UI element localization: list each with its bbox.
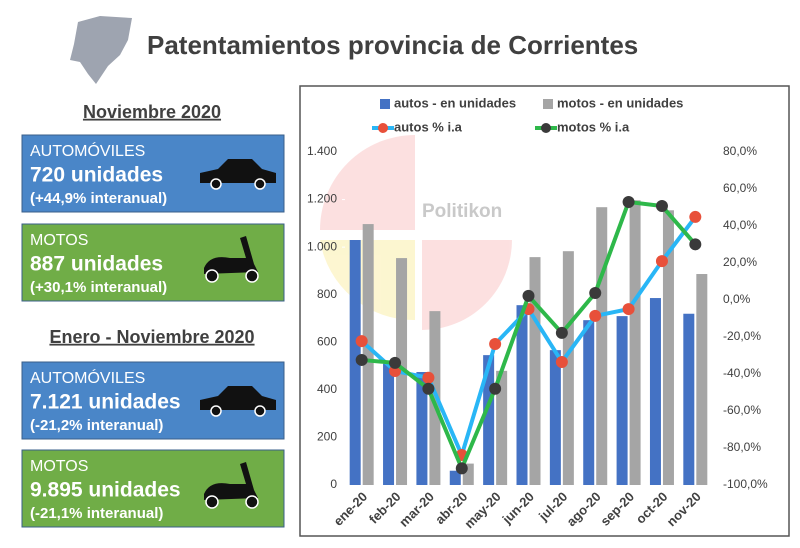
marker — [355, 353, 368, 366]
stat-change: (-21,2% interanual) — [30, 417, 163, 434]
scooter-wheel — [205, 269, 219, 283]
bar — [449, 470, 461, 485]
panel-heading: Noviembre 2020 — [83, 102, 221, 122]
marker — [422, 371, 435, 384]
y2-tick-label: 20,0% — [723, 255, 757, 269]
bar — [562, 251, 574, 485]
marker — [622, 303, 635, 316]
marker — [522, 289, 535, 302]
y-tick-label: 1.200 — [307, 192, 337, 206]
bar — [362, 224, 374, 485]
car-wheel — [210, 178, 222, 190]
y2-tick-label: -80,0% — [723, 440, 761, 454]
marker — [689, 210, 702, 223]
stat-value: 9.895 unidades — [30, 479, 181, 502]
bar — [662, 210, 674, 485]
marker — [389, 356, 402, 369]
marker — [489, 338, 502, 351]
stat-label: AUTOMÓVILES — [30, 141, 145, 160]
stat-value: 720 unidades — [30, 164, 163, 187]
car-wheel — [254, 405, 266, 417]
bar — [416, 372, 428, 485]
marker — [489, 382, 502, 395]
marker — [422, 382, 435, 395]
car-wheel — [254, 178, 266, 190]
bar — [629, 200, 641, 485]
scooter-icon — [204, 236, 258, 274]
y-tick-label: 200 — [317, 430, 337, 444]
y2-tick-label: 0,0% — [723, 292, 751, 306]
y-tick-label: 1.400 — [307, 144, 337, 158]
stat-change: (+44,9% interanual) — [30, 190, 167, 207]
scooter-wheel — [245, 269, 259, 283]
bar — [549, 350, 561, 485]
bar — [616, 316, 628, 485]
bar — [496, 370, 508, 485]
bar — [529, 257, 541, 485]
y2-tick-label: 40,0% — [723, 218, 757, 232]
stat-value: 887 unidades — [30, 253, 163, 276]
y-tick-label: 600 — [317, 334, 337, 348]
watermark-shapes — [320, 135, 512, 330]
y-tick-label: 1.000 — [307, 239, 337, 253]
y2-tick-label: -40,0% — [723, 366, 761, 380]
legend-label: motos % i.a — [557, 119, 630, 134]
y2-tick-label: -60,0% — [723, 403, 761, 417]
stat-label: AUTOMÓVILES — [30, 368, 145, 387]
marker — [655, 200, 668, 213]
map-icon — [70, 16, 132, 84]
bar — [516, 305, 528, 485]
legend-marker — [378, 123, 388, 133]
stat-value: 7.121 unidades — [30, 391, 181, 414]
marker — [355, 335, 368, 348]
y2-tick-label: 60,0% — [723, 181, 757, 195]
bar — [349, 240, 361, 485]
legend-label: motos - en unidades — [557, 95, 683, 110]
y2-tick-label: -20,0% — [723, 329, 761, 343]
bar — [649, 298, 661, 485]
y-tick-label: 400 — [317, 382, 337, 396]
legend-swatch — [380, 99, 390, 109]
bar — [583, 320, 595, 485]
stat-change: (-21,1% interanual) — [30, 505, 163, 522]
legend-label: autos % i.a — [394, 119, 463, 134]
marker — [555, 355, 568, 368]
car-wheel — [210, 405, 222, 417]
title: Patentamientos provincia de Corrientes — [147, 30, 638, 60]
legend-swatch — [543, 99, 553, 109]
bar — [596, 207, 608, 485]
stat-label: MOTOS — [30, 458, 88, 475]
scooter-wheel — [245, 495, 259, 509]
bar — [683, 313, 695, 485]
marker — [689, 238, 702, 251]
car-icon — [200, 386, 276, 410]
y-tick-label: 800 — [317, 287, 337, 301]
bar — [429, 311, 441, 485]
y2-tick-label: -100,0% — [723, 477, 768, 491]
bar — [483, 355, 495, 485]
stat-label: MOTOS — [30, 232, 88, 249]
marker — [455, 462, 468, 475]
y-tick-label: 0 — [330, 477, 337, 491]
legend-label: autos - en unidades — [394, 95, 516, 110]
marker — [589, 309, 602, 322]
car-icon — [200, 159, 276, 183]
legend-marker — [541, 123, 551, 133]
bar — [462, 463, 474, 485]
marker — [555, 326, 568, 339]
bar — [696, 274, 708, 485]
marker — [589, 286, 602, 299]
bar — [383, 363, 395, 485]
stat-change: (+30,1% interanual) — [30, 279, 167, 296]
panel-heading: Enero - Noviembre 2020 — [49, 327, 254, 347]
scooter-wheel — [205, 495, 219, 509]
y2-tick-label: 80,0% — [723, 144, 757, 158]
watermark: Politikon — [422, 201, 502, 222]
marker — [655, 255, 668, 268]
marker — [622, 195, 635, 208]
scooter-icon — [204, 462, 258, 500]
